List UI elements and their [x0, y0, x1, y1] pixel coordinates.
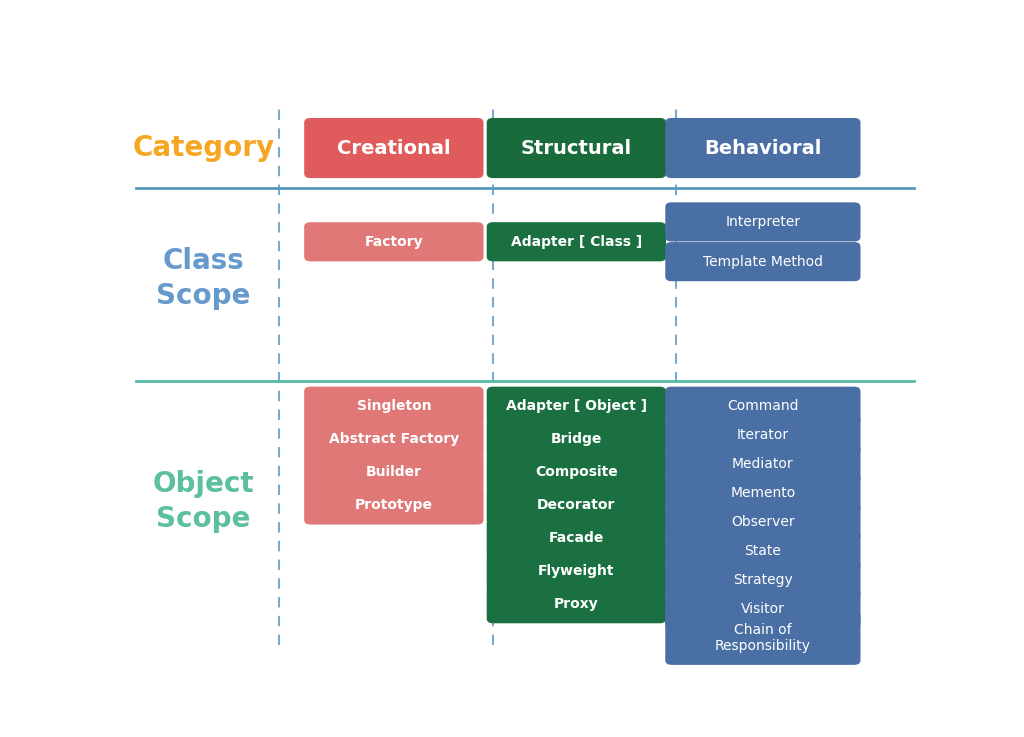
- Text: Bridge: Bridge: [551, 432, 602, 446]
- Text: Chain of
Responsibility: Chain of Responsibility: [715, 623, 811, 653]
- FancyBboxPatch shape: [486, 453, 666, 492]
- Text: Facade: Facade: [549, 531, 604, 545]
- Text: Object
Scope: Object Scope: [153, 470, 254, 533]
- FancyBboxPatch shape: [486, 387, 666, 426]
- FancyBboxPatch shape: [666, 118, 860, 178]
- Text: Creational: Creational: [337, 139, 451, 158]
- Text: Interpreter: Interpreter: [725, 215, 801, 229]
- FancyBboxPatch shape: [304, 222, 483, 262]
- FancyBboxPatch shape: [486, 518, 666, 557]
- FancyBboxPatch shape: [486, 551, 666, 590]
- Text: Abstract Factory: Abstract Factory: [329, 432, 459, 446]
- Text: Behavioral: Behavioral: [705, 139, 821, 158]
- Text: Mediator: Mediator: [732, 457, 794, 471]
- Text: Structural: Structural: [521, 139, 632, 158]
- FancyBboxPatch shape: [304, 453, 483, 492]
- FancyBboxPatch shape: [666, 416, 860, 455]
- Text: Iterator: Iterator: [737, 428, 788, 442]
- FancyBboxPatch shape: [304, 387, 483, 426]
- Text: Category: Category: [132, 134, 274, 162]
- FancyBboxPatch shape: [666, 560, 860, 599]
- Text: Decorator: Decorator: [538, 498, 615, 512]
- Text: Command: Command: [727, 399, 799, 413]
- FancyBboxPatch shape: [304, 419, 483, 458]
- Text: Composite: Composite: [535, 465, 617, 479]
- Text: Memento: Memento: [730, 486, 796, 500]
- Text: Class
Scope: Class Scope: [157, 247, 251, 310]
- FancyBboxPatch shape: [304, 118, 483, 178]
- FancyBboxPatch shape: [486, 222, 666, 262]
- Text: Strategy: Strategy: [733, 573, 793, 587]
- Text: Factory: Factory: [365, 235, 423, 249]
- FancyBboxPatch shape: [666, 387, 860, 426]
- FancyBboxPatch shape: [666, 503, 860, 542]
- FancyBboxPatch shape: [486, 486, 666, 525]
- FancyBboxPatch shape: [666, 203, 860, 242]
- Text: Visitor: Visitor: [741, 602, 784, 616]
- Text: Flyweight: Flyweight: [539, 564, 614, 578]
- FancyBboxPatch shape: [486, 118, 666, 178]
- FancyBboxPatch shape: [486, 584, 666, 624]
- FancyBboxPatch shape: [666, 590, 860, 629]
- Text: State: State: [744, 544, 781, 558]
- FancyBboxPatch shape: [486, 419, 666, 458]
- FancyBboxPatch shape: [666, 242, 860, 282]
- FancyBboxPatch shape: [666, 444, 860, 483]
- Text: Adapter [ Object ]: Adapter [ Object ]: [506, 399, 647, 413]
- Text: Observer: Observer: [731, 515, 795, 529]
- FancyBboxPatch shape: [304, 486, 483, 525]
- FancyBboxPatch shape: [666, 531, 860, 570]
- Text: Proxy: Proxy: [554, 597, 599, 611]
- Text: Builder: Builder: [366, 465, 422, 479]
- Text: Prototype: Prototype: [355, 498, 433, 512]
- Text: Adapter [ Class ]: Adapter [ Class ]: [511, 235, 642, 249]
- FancyBboxPatch shape: [666, 473, 860, 513]
- Text: Template Method: Template Method: [702, 255, 823, 269]
- Text: Singleton: Singleton: [356, 399, 431, 413]
- FancyBboxPatch shape: [666, 611, 860, 665]
